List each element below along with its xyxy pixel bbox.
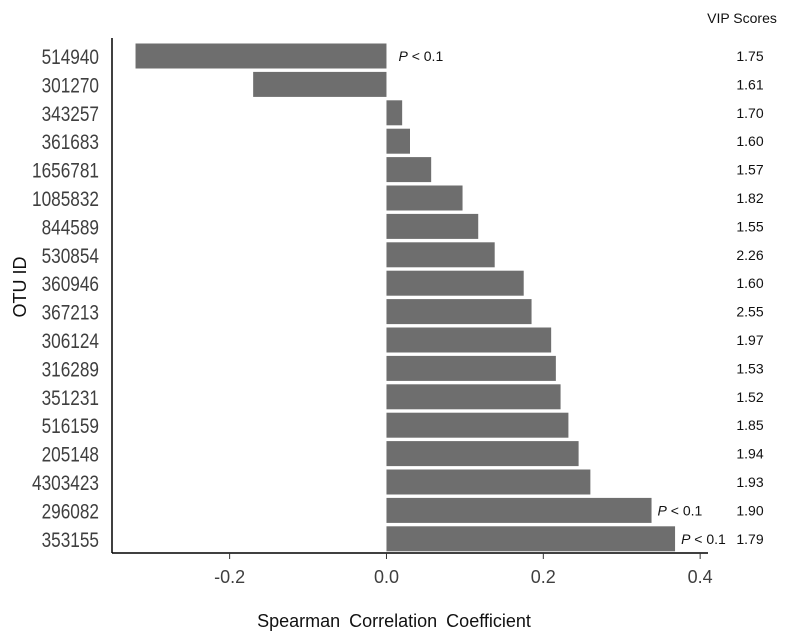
y-tick-label: 316289 xyxy=(42,359,99,382)
significance-annotations: P < 0.1P < 0.1P < 0.1 xyxy=(398,48,726,547)
vip-score: 1.52 xyxy=(736,389,763,405)
y-tick-label: 516159 xyxy=(42,416,99,439)
bars-group xyxy=(135,43,676,552)
y-axis-title: OTU ID xyxy=(10,257,30,318)
y-tick-label: 514940 xyxy=(42,47,99,70)
bar-367213 xyxy=(386,299,532,325)
x-tick-label: -0.2 xyxy=(214,567,245,587)
x-tick-label: 0.2 xyxy=(531,567,556,587)
bar-530854 xyxy=(386,242,495,268)
p-threshold: < 0.1 xyxy=(408,48,444,64)
bar-205148 xyxy=(386,441,579,467)
bar-306124 xyxy=(386,327,552,353)
bar-514940 xyxy=(135,43,387,69)
p-symbol: P xyxy=(658,502,668,518)
x-tick-label: 0.4 xyxy=(688,567,713,587)
vip-score: 1.55 xyxy=(736,218,763,234)
significance-label: P < 0.1 xyxy=(398,48,443,64)
significance-label: P < 0.1 xyxy=(681,531,726,547)
y-tick-label: 205148 xyxy=(42,444,99,467)
vip-score: 1.75 xyxy=(736,48,763,64)
y-tick-label: 1656781 xyxy=(32,160,99,183)
y-tick-label: 367213 xyxy=(42,302,99,325)
vip-score: 1.85 xyxy=(736,417,763,433)
bar-844589 xyxy=(386,213,479,239)
vip-score: 1.60 xyxy=(736,275,763,291)
y-tick-labels: 514940 301270 343257 361683 1656781 1085832 84… xyxy=(32,47,99,553)
y-tick-label: 530854 xyxy=(42,245,100,268)
x-tick-label: 0.0 xyxy=(374,567,399,587)
x-axis: -0.2 0.0 0.2 0.4 xyxy=(111,38,713,587)
p-threshold: < 0.1 xyxy=(690,531,726,547)
bar-351231 xyxy=(386,384,561,410)
vip-score: 1.79 xyxy=(736,531,763,547)
bar-1085832 xyxy=(386,185,463,211)
bar-353155 xyxy=(386,526,676,552)
y-tick-label: 1085832 xyxy=(32,189,99,212)
bar-301270 xyxy=(253,71,387,97)
bar-296082 xyxy=(386,497,652,523)
vip-score: 1.57 xyxy=(736,162,763,178)
y-tick-label: 306124 xyxy=(42,331,100,354)
vip-score: 2.55 xyxy=(736,304,763,320)
vip-score: 2.26 xyxy=(736,247,763,263)
bar-316289 xyxy=(386,355,556,381)
y-tick-label: 844589 xyxy=(42,217,99,240)
y-tick-label: 343257 xyxy=(42,103,99,126)
y-tick-label: 4303423 xyxy=(32,473,99,496)
vip-score: 1.97 xyxy=(736,332,763,348)
y-tick-label: 361683 xyxy=(42,132,99,155)
vip-score: 1.53 xyxy=(736,360,763,376)
vip-score: 1.94 xyxy=(736,446,763,462)
vip-scores-group: 1.75 1.61 1.70 1.60 1.57 1.82 1.55 2.26 1.60 2.55… xyxy=(736,48,763,547)
vip-score: 1.93 xyxy=(736,474,763,490)
y-tick-label: 351231 xyxy=(42,387,99,410)
y-tick-label: 353155 xyxy=(42,529,99,552)
y-tick-label: 296082 xyxy=(42,501,99,524)
y-tick-label: 360946 xyxy=(42,274,99,297)
bar-1656781 xyxy=(386,157,432,183)
bar-4303423 xyxy=(386,469,591,495)
vip-score: 1.61 xyxy=(736,76,763,92)
y-tick-label: 301270 xyxy=(42,75,99,98)
vip-score: 1.82 xyxy=(736,190,763,206)
p-threshold: < 0.1 xyxy=(667,502,703,518)
significance-label: P < 0.1 xyxy=(658,502,703,518)
bar-360946 xyxy=(386,270,524,296)
bar-516159 xyxy=(386,412,569,438)
p-symbol: P xyxy=(681,531,691,547)
x-axis-title: Spearman Correlation Coefficient xyxy=(257,611,531,631)
p-symbol: P xyxy=(398,48,408,64)
vip-score: 1.70 xyxy=(736,105,763,121)
bar-343257 xyxy=(386,100,403,126)
bar-361683 xyxy=(386,128,410,154)
vip-score: 1.90 xyxy=(736,502,763,518)
vip-scores-title: VIP Scores xyxy=(707,10,777,26)
vip-score: 1.60 xyxy=(736,133,763,149)
